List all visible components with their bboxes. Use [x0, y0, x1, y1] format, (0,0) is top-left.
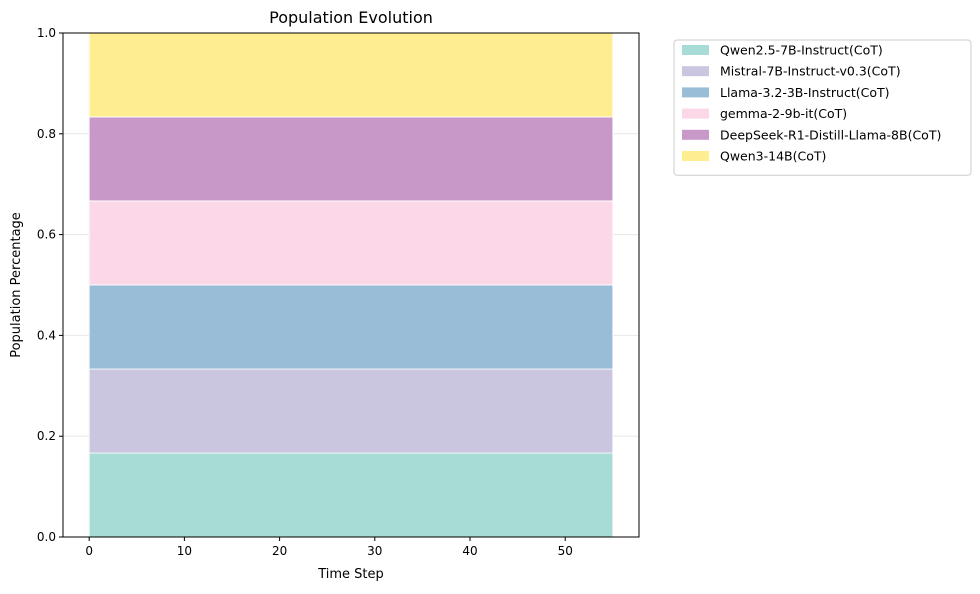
- x-tick-label: 0: [85, 544, 93, 558]
- y-tick-label: 0.0: [37, 530, 56, 544]
- x-tick-label: 50: [558, 544, 573, 558]
- area-series-4: [88, 200, 614, 286]
- x-axis-label: Time Step: [317, 567, 384, 582]
- x-tick-label: 40: [462, 544, 477, 558]
- legend-swatch: [682, 151, 709, 161]
- x-tick-label: 10: [177, 544, 192, 558]
- stacked-areas: [88, 32, 614, 538]
- legend-swatch: [682, 108, 709, 119]
- chart-title: Population Evolution: [269, 8, 433, 27]
- legend-swatch: [682, 129, 709, 140]
- legend-box: [673, 39, 972, 176]
- y-tick-label: 0.8: [37, 127, 56, 141]
- legend-label: Qwen2.5-7B-Instruct(CoT): [720, 43, 883, 58]
- area-series-2: [88, 368, 614, 454]
- area-series-3: [88, 284, 614, 370]
- legend-swatch: [682, 45, 709, 55]
- y-tick-label: 1.0: [37, 26, 56, 40]
- x-tick-label: 20: [272, 544, 287, 558]
- y-tick-label: 0.2: [37, 429, 56, 443]
- legend-label: DeepSeek-R1-Distill-Llama-8B(CoT): [720, 127, 941, 142]
- y-tick-label: 0.4: [37, 328, 56, 342]
- y-axis-label: Population Percentage: [9, 212, 24, 358]
- area-series-1: [88, 452, 614, 538]
- legend-swatch: [682, 66, 709, 77]
- x-tick-label: 30: [367, 544, 382, 558]
- legend-label: gemma-2-9b-it(CoT): [720, 106, 847, 121]
- legend: Qwen2.5-7B-Instruct(CoT) Mistral-7B-Instr…: [673, 39, 972, 176]
- legend-label: Llama-3.2-3B-Instruct(CoT): [720, 85, 890, 100]
- legend-label: Mistral-7B-Instruct-v0.3(CoT): [720, 64, 901, 79]
- legend-swatch: [682, 87, 709, 98]
- y-axis: 0.0 0.2 0.4 0.6 0.8 1.0: [37, 26, 63, 544]
- area-series-5: [88, 116, 614, 202]
- plot-frame: [62, 32, 640, 538]
- x-axis: 0 10 20 30 40 50: [85, 537, 573, 558]
- y-tick-label: 0.6: [37, 228, 56, 242]
- legend-label: Qwen3-14B(CoT): [720, 149, 826, 164]
- area-series-6: [88, 32, 614, 118]
